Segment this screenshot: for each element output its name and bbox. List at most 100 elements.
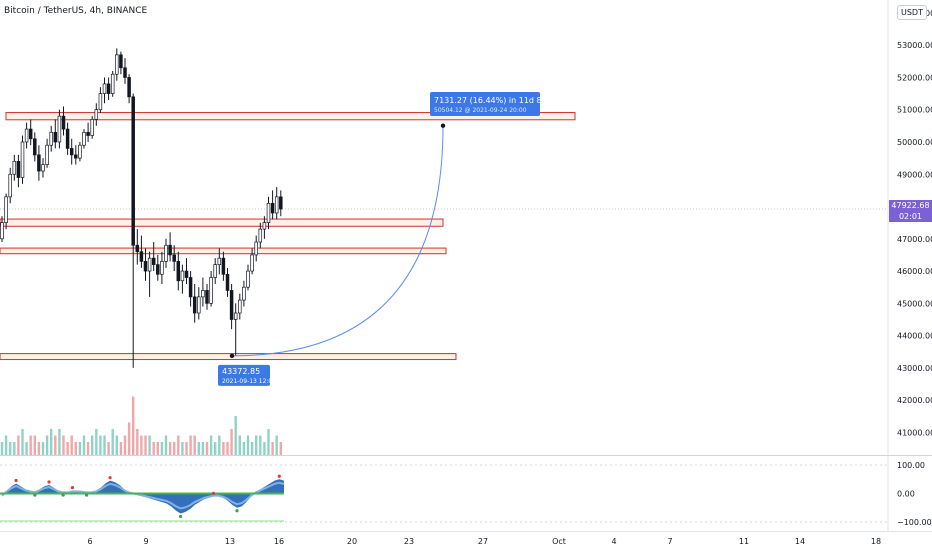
candle-body — [74, 154, 78, 159]
volume-bar — [29, 435, 32, 455]
candle-body — [33, 138, 37, 156]
volume-bar — [74, 442, 77, 455]
volume-bar — [17, 435, 20, 455]
candle-body — [20, 141, 25, 178]
candle-body — [135, 244, 140, 253]
candle-body — [41, 164, 45, 172]
candle-body — [168, 244, 172, 256]
candle-body — [233, 312, 238, 320]
candle-body — [37, 154, 41, 172]
osc-peak-dot — [211, 491, 216, 495]
candle-body — [16, 160, 21, 178]
quote-currency-button[interactable]: USDT — [897, 5, 927, 20]
volume-bar — [78, 442, 82, 455]
volume-bar — [0, 442, 4, 455]
osc-peak-dot — [277, 474, 281, 478]
candle-body — [115, 54, 119, 75]
y-tick-label: 44000.00 — [897, 332, 932, 341]
volume-bar — [271, 442, 274, 455]
osc-peak-dot — [47, 480, 51, 484]
candle-body — [238, 299, 242, 314]
volume-bar — [13, 442, 16, 455]
last-price-tag: 47922.68 02:01 — [889, 200, 932, 222]
candle-body — [266, 202, 271, 224]
candle-body — [217, 257, 222, 265]
candle-body — [102, 83, 107, 94]
osc-tick-label: 100.00 — [897, 461, 925, 470]
candle-body — [65, 128, 70, 149]
bar-countdown: 02:01 — [898, 212, 923, 221]
y-tick-label: 43000.00 — [897, 364, 932, 373]
candle-body — [201, 290, 205, 298]
y-tick-label: 41000.00 — [897, 428, 932, 437]
volume-bar — [279, 442, 282, 455]
volume-bar — [267, 429, 270, 455]
osc-peak-dot — [14, 478, 18, 483]
x-tick-label: 13 — [225, 537, 235, 546]
volume-bar — [168, 442, 172, 455]
y-tick-label: 49000.00 — [897, 170, 932, 179]
volume-bar — [21, 429, 24, 455]
volume-bar — [136, 429, 139, 455]
volume-bar — [132, 396, 135, 455]
candle-body — [250, 254, 254, 272]
volume-bar — [242, 442, 246, 455]
osc-tick-label: −100.00 — [897, 518, 932, 527]
volume-bar — [263, 442, 266, 455]
candle-body — [221, 257, 226, 275]
start-callout-box — [218, 364, 270, 386]
volume-bar — [123, 435, 127, 455]
candle-body — [127, 77, 131, 98]
candle-body — [123, 67, 127, 78]
candle-body — [147, 257, 152, 272]
volume-bar — [148, 435, 151, 455]
candle-body — [209, 277, 213, 304]
candle-body — [57, 115, 62, 143]
candle-body — [110, 73, 115, 94]
volume-bar — [37, 442, 41, 455]
volume-bar — [86, 442, 90, 455]
volume-bar — [222, 442, 225, 455]
osc-trough-dot — [85, 493, 89, 497]
resistance-zone — [0, 353, 457, 361]
candle-body — [197, 296, 201, 314]
x-tick-label: 20 — [347, 537, 357, 546]
volume-bar — [95, 429, 98, 455]
volume-bar — [45, 435, 49, 455]
y-tick-label: 47000.00 — [897, 235, 932, 244]
candle-body — [180, 270, 185, 282]
x-tick-label: Oct — [552, 537, 566, 546]
volume-bar — [9, 442, 12, 455]
candle-body — [106, 83, 111, 94]
volume-bar — [111, 429, 114, 455]
end-callout-box — [430, 92, 540, 116]
x-tick-label: 16 — [274, 537, 284, 546]
volume-bar — [70, 435, 73, 455]
last-price-value: 47922.68 — [891, 201, 930, 210]
projection-start-point — [229, 353, 235, 359]
volume-bar — [115, 435, 118, 455]
volume-bar — [209, 435, 213, 455]
y-tick-label: 53000.00 — [897, 41, 932, 50]
candle-body — [12, 160, 17, 175]
volume-bar — [226, 442, 229, 455]
osc-trough-dot — [179, 514, 183, 519]
volume-bar — [246, 435, 250, 455]
y-tick-label: 52000.00 — [897, 73, 932, 82]
candle-body — [164, 244, 168, 262]
candle-body — [258, 228, 263, 243]
volume-bar — [25, 442, 28, 455]
candle-body — [279, 196, 283, 210]
volume-bar — [255, 435, 258, 455]
volume-bar — [218, 435, 221, 455]
volume-bar — [66, 442, 69, 455]
y-tick-label: 50000.00 — [897, 138, 932, 147]
candle-body — [119, 54, 123, 69]
volume-bar — [189, 435, 192, 455]
volume-bar — [156, 442, 159, 455]
candle-body — [192, 296, 197, 314]
start-time-label: 2021-09-13 12:00 — [222, 378, 276, 385]
volume-bar — [250, 442, 254, 455]
